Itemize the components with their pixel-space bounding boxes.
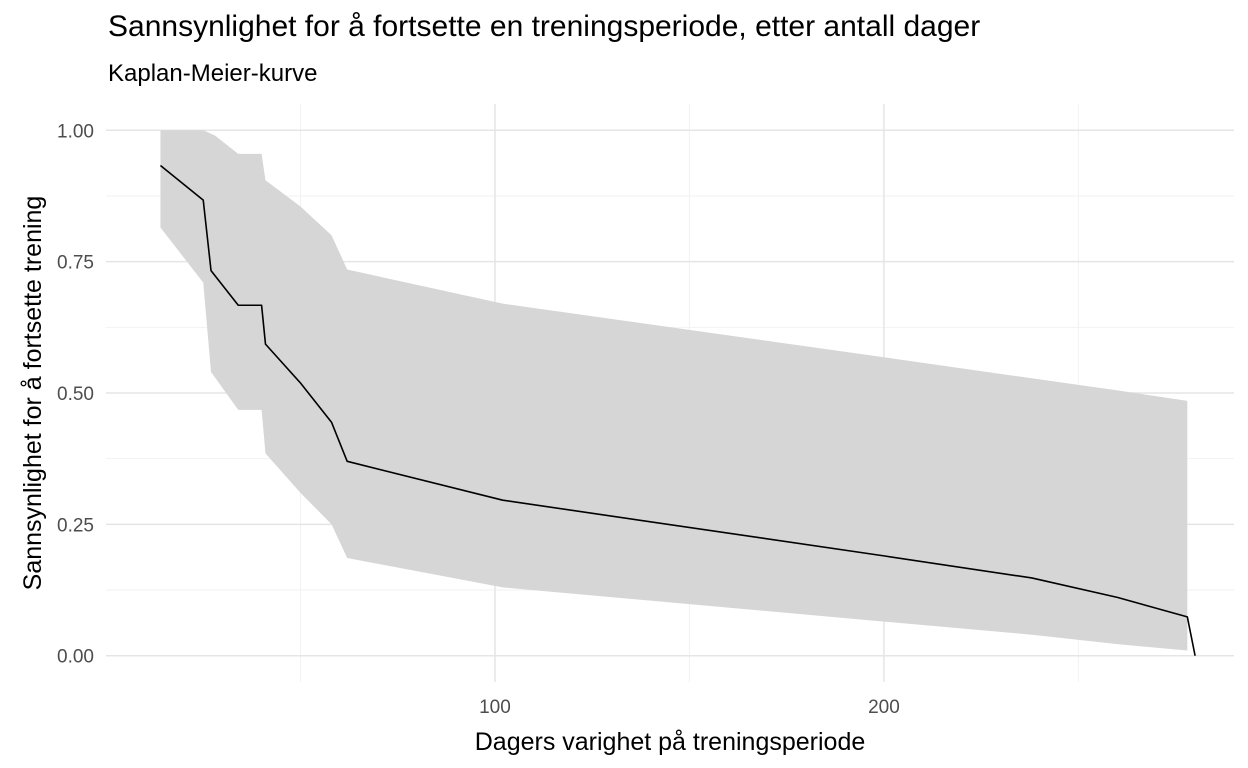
y-axis-ticks: 0.00 0.25 0.50 0.75 1.00 — [57, 121, 94, 667]
y-tick-label: 0.25 — [57, 515, 94, 536]
y-tick-label: 1.00 — [57, 121, 94, 142]
y-tick-label: 0.75 — [57, 253, 94, 274]
x-tick-label: 100 — [479, 697, 511, 718]
y-axis-title: Sannsynlighet for å fortsette trening — [19, 196, 47, 591]
x-tick-label: 200 — [868, 697, 900, 718]
confidence-band-layer — [160, 130, 1188, 651]
confidence-band — [160, 130, 1188, 651]
chart-title: Sannsynlighet for å fortsette en trening… — [108, 10, 981, 43]
y-tick-label: 0.50 — [57, 384, 94, 405]
chart-subtitle: Kaplan-Meier-kurve — [108, 60, 318, 87]
x-axis-ticks: 100 200 — [479, 697, 900, 718]
survival-curve — [159, 164, 1196, 656]
survival-curve-layer — [159, 164, 1196, 656]
x-axis-title: Dagers varighet på treningsperiode — [475, 728, 866, 756]
y-tick-label: 0.00 — [57, 647, 94, 668]
